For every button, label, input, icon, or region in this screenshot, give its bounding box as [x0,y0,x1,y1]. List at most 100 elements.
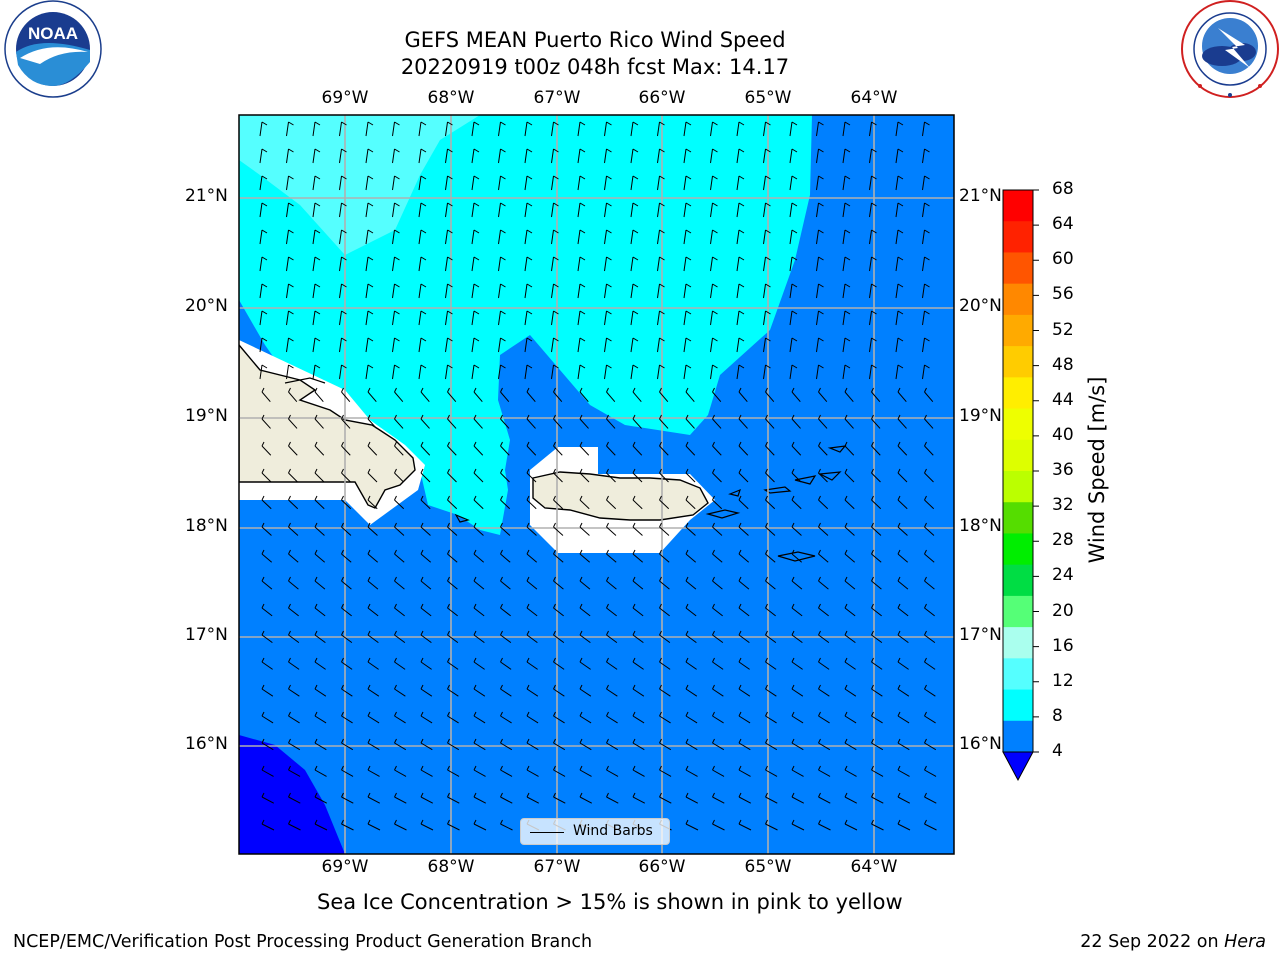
wind-barb [526,603,538,617]
wind-barb [447,657,459,670]
wind-barb [683,283,692,299]
wind-barb [844,441,855,456]
wind-barb [897,495,908,510]
wind-barb [447,468,457,483]
wind-barb [367,711,380,724]
wind-barb [736,337,745,353]
wind-barb [659,792,672,804]
wind-barb [579,387,589,403]
lat-label-left: 18°N [185,516,228,536]
wind-barb [471,256,480,272]
wind-barb [394,711,406,724]
wind-barb [312,283,321,299]
wind-barb [606,522,617,536]
wind-barb [924,819,937,831]
wind-barb [447,549,458,563]
wind-barb [553,441,563,456]
wind-barb [895,229,904,245]
wind-barb [394,657,406,670]
wind-barb [869,121,877,137]
graticule [239,115,954,854]
wind-barb [844,657,856,670]
wind-barb [818,765,831,777]
wind-barb [765,387,775,403]
wind-barb [418,310,427,326]
wind-barb [579,576,591,590]
wind-barb [844,414,854,429]
wind-barb [816,148,824,164]
wind-barb [394,441,404,456]
wind-barb [498,229,506,245]
wind-barb [871,387,881,403]
wind-barb [897,522,908,536]
wind-barb [314,387,324,403]
wind-barb [445,175,453,191]
lon-label-bottom: 68°W [427,857,475,877]
wind-barb [685,549,697,563]
lon-label-bottom: 64°W [850,857,898,877]
wind-barb [871,495,882,510]
wind-barb [524,337,533,353]
wind-barb [816,337,824,353]
wind-barb [367,414,377,429]
wind-barb [261,468,272,483]
wind-barb [710,310,718,326]
colorbar-tick-label: 56 [1052,284,1074,305]
wind-barb [871,765,884,777]
wind-barb [657,256,665,272]
wind-barb [447,684,459,697]
wind-barb [897,657,909,670]
wind-barb [683,202,692,218]
wind-barb [473,576,485,590]
wind-barb [553,387,563,403]
wind-barb [579,414,589,429]
wind-barb [524,148,533,164]
wind-barb [791,387,801,403]
wind-barb [500,576,511,590]
wind-barb [657,229,665,245]
wind-barb [473,765,486,777]
wind-barb [500,792,513,804]
chart-subtitle: 20220919 t00z 048h fcst Max: 14.17 [400,55,790,79]
wind-barb [500,765,513,777]
wind-barb [314,576,326,590]
wind-barb [473,684,486,697]
wind-barb [577,364,586,380]
wind-barb [765,630,777,644]
wind-barb [553,576,564,590]
wind-barb [394,549,405,563]
wind-barb [445,202,453,218]
wind-barb [685,792,699,804]
wind-barb [286,175,294,191]
wind-barb [710,148,718,164]
wind-barb [630,175,639,191]
wind-barb [816,175,824,191]
wind-barb [712,549,723,563]
wind-barb [738,468,749,483]
wind-barb [420,387,430,403]
wind-barb [683,229,692,245]
wind-barb [312,310,321,326]
wind-barb [447,441,457,456]
wind-barb [922,364,930,380]
wind-barb [394,792,407,804]
wind-barb [632,657,644,670]
wind-barb [261,765,274,777]
wind-barb [341,522,352,536]
wind-barb [763,283,771,299]
wind-barb [765,414,775,429]
wind-barb [632,711,645,724]
wind-barb [498,283,506,299]
wind-barb [712,522,723,536]
wind-barb [553,630,565,644]
wind-barb [500,603,511,617]
wind-barb [738,549,750,563]
wind-barb [818,603,829,617]
wind-barb [765,549,776,563]
wind-barb [498,364,506,380]
wind-barb [418,283,427,299]
wind-barb [657,283,665,299]
wind-barb [922,121,930,137]
wind-barb [339,256,347,272]
wind-barb [842,364,851,380]
